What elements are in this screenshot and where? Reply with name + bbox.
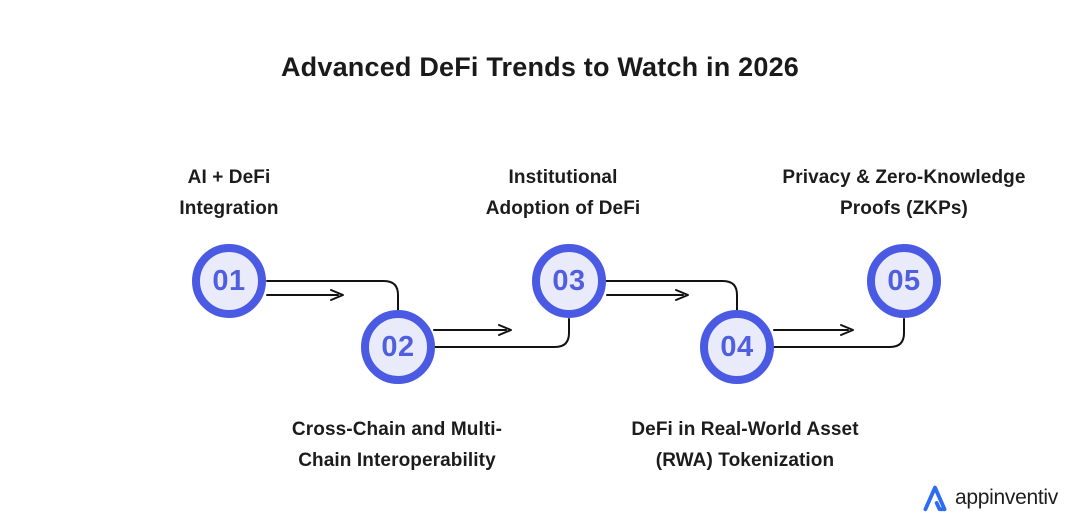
arrowhead-03 [675, 289, 689, 301]
appinventiv-triangle-icon [923, 485, 947, 512]
label-step-04: DeFi in Real-World Asset (RWA) Tokenizat… [595, 414, 895, 476]
label-step-05-line1: Privacy & Zero-Knowledge [782, 167, 1026, 188]
step-number-03: 03 [552, 264, 586, 297]
step-circle-05: 05 [867, 244, 941, 318]
page-title: Advanced DeFi Trends to Watch in 2026 [280, 52, 800, 82]
connector-02-03 [434, 318, 570, 348]
connector-03-04 [605, 280, 738, 312]
step-circle-03: 03 [532, 244, 606, 318]
label-step-03: Institutional Adoption of DeFi [413, 162, 713, 224]
label-step-02-line1: Cross-Chain and Multi- [291, 419, 503, 440]
label-step-03-line1: Institutional [508, 167, 618, 188]
arrowhead-04 [840, 324, 854, 336]
step-number-01: 01 [212, 264, 246, 297]
label-step-02: Cross-Chain and Multi- Chain Interoperab… [247, 414, 547, 476]
label-step-01-line2: Integration [179, 198, 279, 219]
arrowhead-02 [498, 324, 512, 336]
label-step-03-line2: Adoption of DeFi [485, 198, 641, 219]
label-step-04-line1: DeFi in Real-World Asset [631, 419, 859, 440]
brand-logo-text: appinventiv [955, 486, 1058, 509]
label-step-01: AI + DeFi Integration [79, 162, 379, 224]
label-step-05: Privacy & Zero-Knowledge Proofs (ZKPs) [754, 162, 1054, 224]
step-number-05: 05 [887, 264, 921, 297]
step-circle-04: 04 [700, 310, 774, 384]
label-step-05-line2: Proofs (ZKPs) [840, 198, 968, 219]
connector-04-05 [773, 318, 905, 348]
step-number-02: 02 [381, 330, 415, 363]
step-number-04: 04 [720, 330, 754, 363]
step-circle-02: 02 [361, 310, 435, 384]
step-circle-01: 01 [192, 244, 266, 318]
label-step-02-line2: Chain Interoperability [298, 450, 496, 471]
label-step-01-line1: AI + DeFi [187, 167, 271, 188]
brand-logo: appinventiv [920, 482, 1058, 514]
label-step-04-line2: (RWA) Tokenization [655, 450, 835, 471]
connector-01-02 [266, 280, 399, 312]
arrowhead-01 [330, 289, 344, 301]
